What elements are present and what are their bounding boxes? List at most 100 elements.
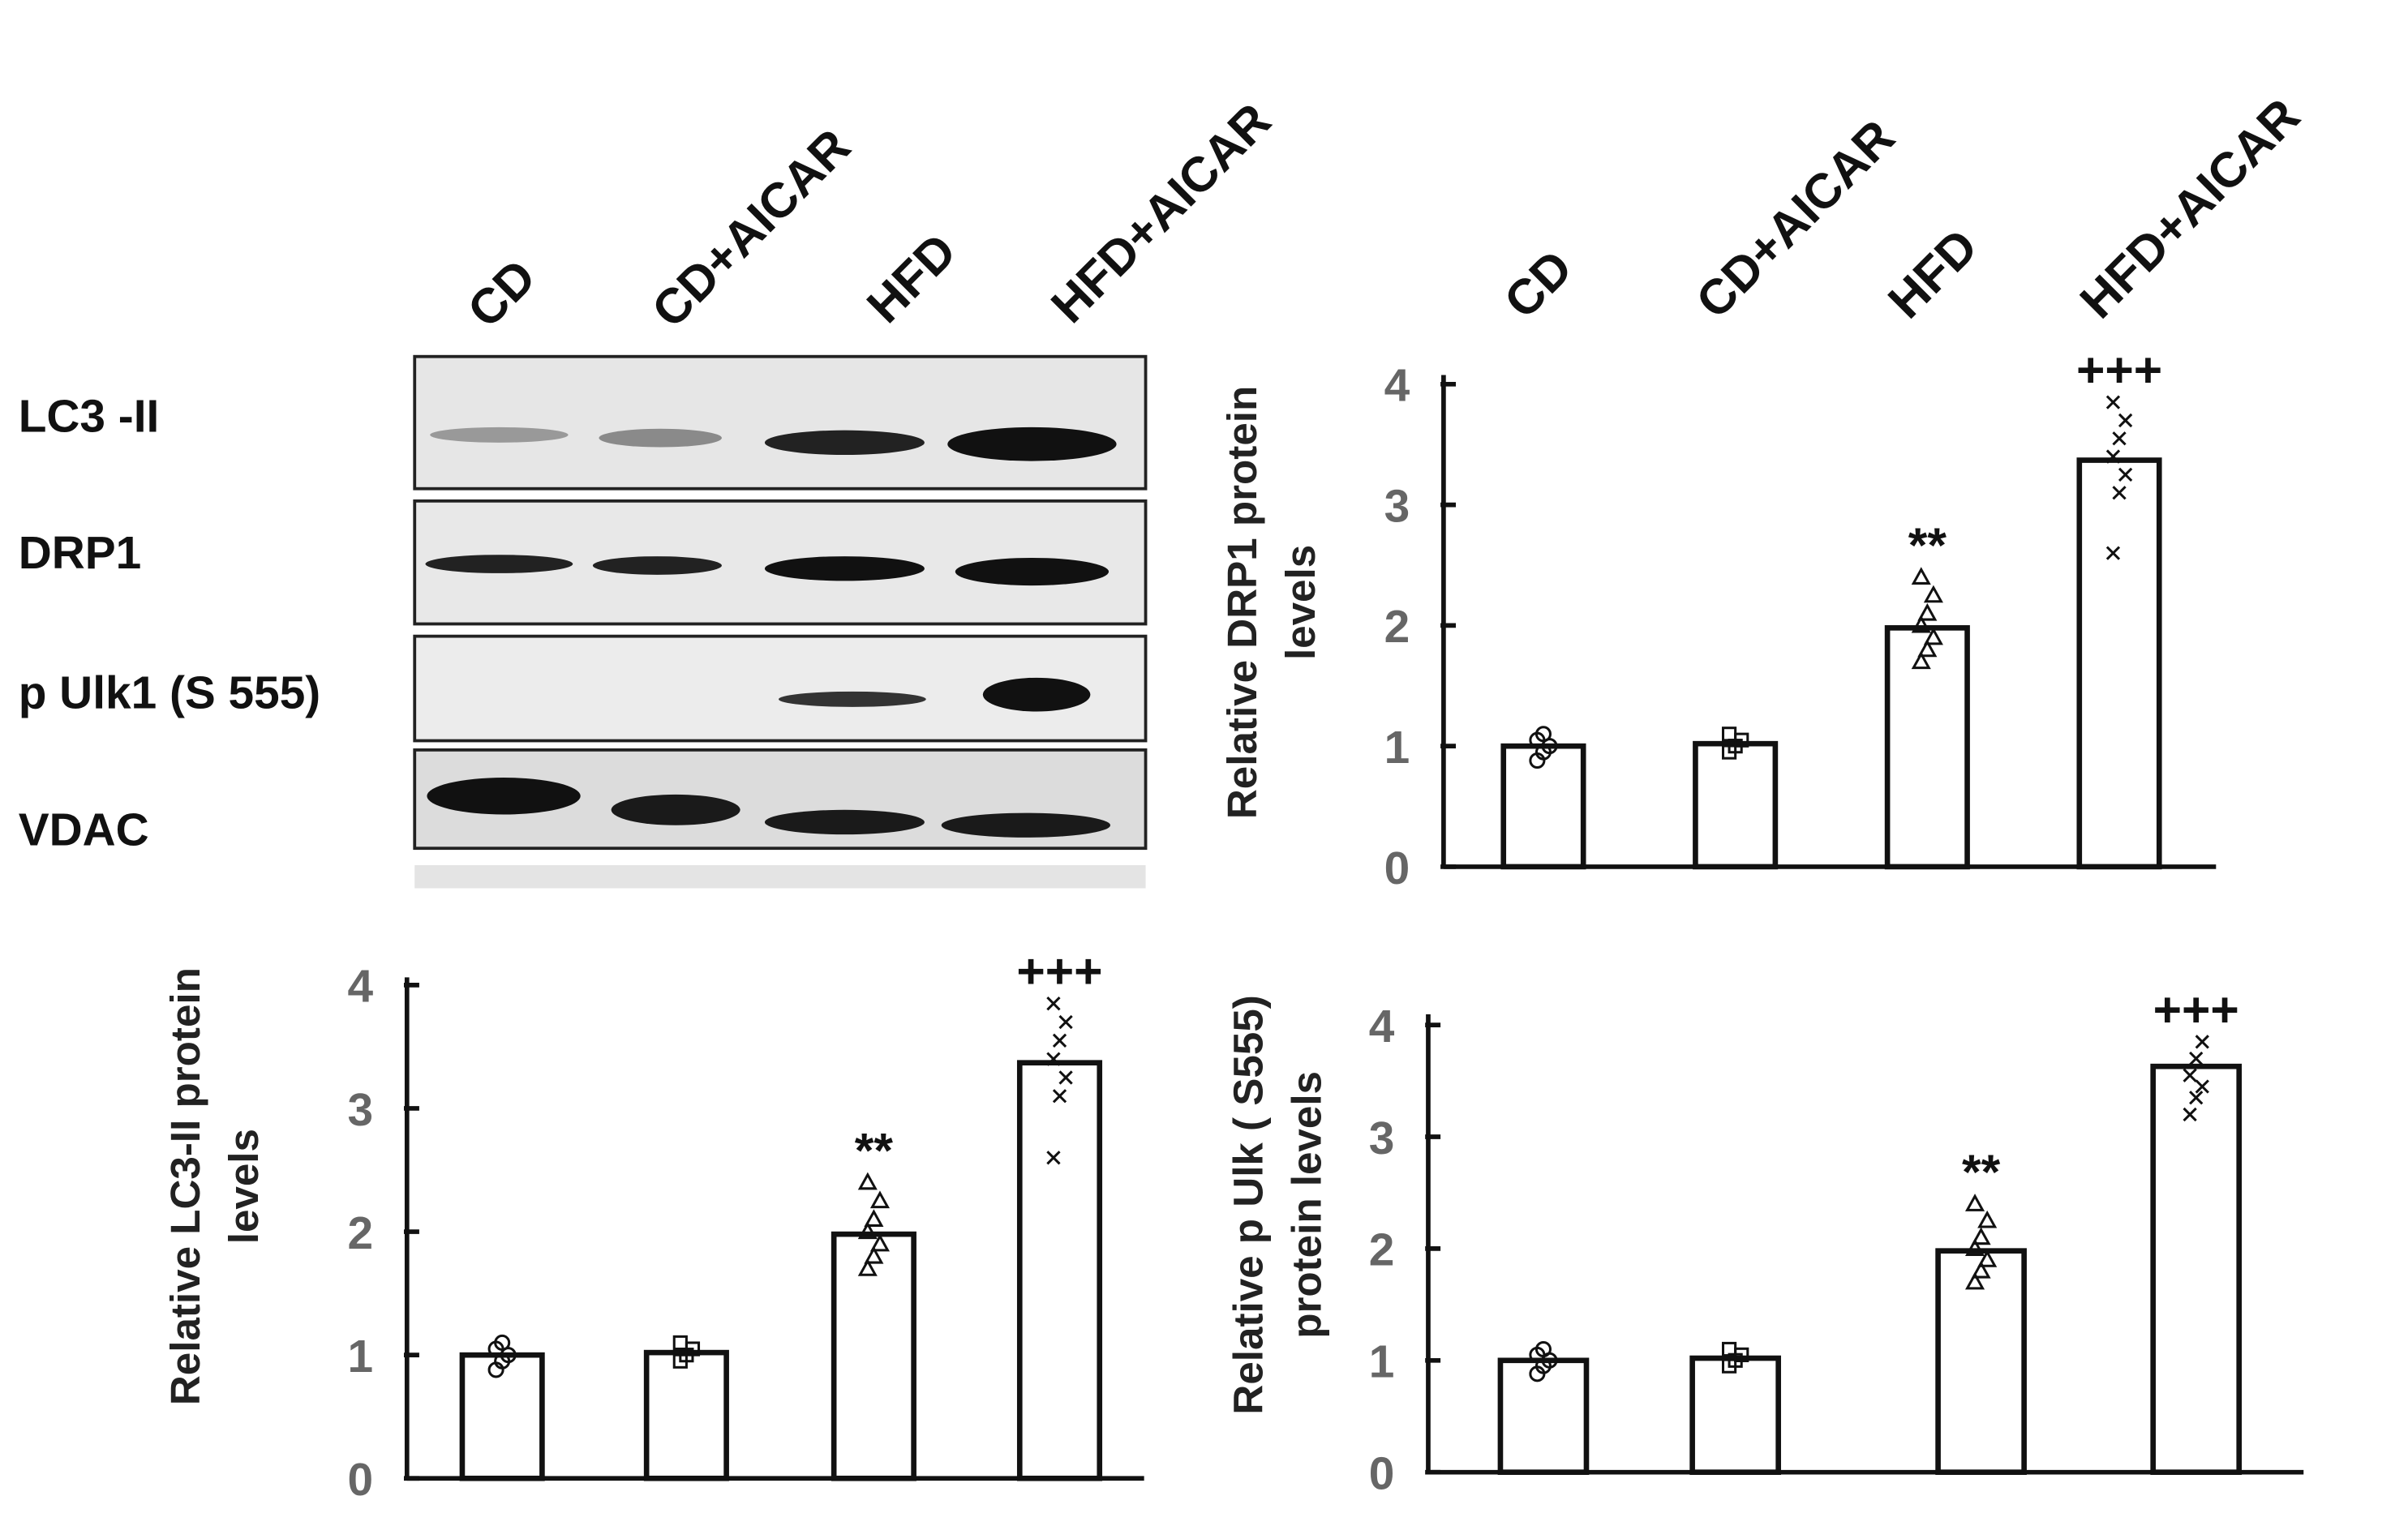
data-point <box>857 1258 878 1276</box>
bar <box>1689 1355 1781 1475</box>
data-point <box>1964 1238 1985 1257</box>
bar <box>643 1349 729 1481</box>
data-point <box>2195 1035 2209 1049</box>
bar <box>1497 1357 1590 1475</box>
significance-label: +++ <box>1016 944 1102 999</box>
data-point <box>2105 449 2121 464</box>
data-point <box>672 1335 688 1351</box>
data-point <box>1046 997 1061 1011</box>
y-tick-label: 0 <box>1384 843 1410 894</box>
band <box>982 677 1091 712</box>
lane-label: HFD+AICAR <box>1041 92 1281 333</box>
data-point <box>1923 627 1943 645</box>
data-point <box>1923 585 1943 603</box>
y-tick-label: 0 <box>1369 1448 1395 1499</box>
y-axis-label: Relative LC3-II protein <box>162 967 208 1405</box>
western-blot: LC3 -II DRP1 p Ulk1 (S 555) VDAC CD CD+A… <box>19 92 1281 889</box>
blot-row-label: p Ulk1 (S 555) <box>19 668 321 719</box>
band <box>430 427 569 443</box>
y-tick-label: 3 <box>1369 1113 1395 1164</box>
y-tick-label: 2 <box>1369 1225 1395 1276</box>
significance-label: +++ <box>2076 342 2162 397</box>
data-point <box>2118 413 2133 428</box>
blot-row-label: DRP1 <box>19 528 142 579</box>
significance-label: ** <box>855 1122 894 1177</box>
y-tick-label: 4 <box>1369 1001 1395 1052</box>
chart: 0 1 2 3 4 Relative LC3-II protein levels ** +++ <box>162 944 1144 1506</box>
data-point <box>1964 1194 1985 1211</box>
data-point <box>1046 1151 1061 1165</box>
band <box>425 555 573 573</box>
y-tick-label: 2 <box>1384 602 1410 653</box>
y-axis-label: Relative p Ulk ( S555) <box>1225 995 1271 1414</box>
data-point <box>1046 1052 1061 1066</box>
data-point <box>2105 395 2121 409</box>
data-point <box>494 1334 511 1351</box>
chart: 0 1 2 3 4 Relative DRP1 protein levels CD CD+AIC… <box>1219 88 2310 894</box>
band <box>592 556 722 575</box>
blot-panel <box>414 865 1146 889</box>
data-point <box>1535 726 1552 743</box>
band <box>764 556 925 581</box>
bar <box>1693 740 1779 870</box>
lane-label: HFD <box>856 223 967 333</box>
y-axis-label: levels <box>1277 545 1324 660</box>
blot-panel <box>413 354 1148 491</box>
y-tick-label: 1 <box>1384 722 1410 774</box>
data-point <box>857 1221 878 1240</box>
data-point <box>2183 1107 2197 1122</box>
y-tick-label: 3 <box>1384 481 1410 532</box>
y-tick-label: 1 <box>1369 1337 1395 1388</box>
chart: 0 1 2 3 4 Relative p Ulk ( S555) protein level… <box>1225 982 2304 1500</box>
data-point <box>2189 1051 2204 1066</box>
blot-row-label: VDAC <box>19 804 149 855</box>
bar <box>2150 1063 2243 1475</box>
data-point <box>1721 727 1737 742</box>
x-tick-label: HFD+AICAR <box>2069 88 2310 328</box>
band <box>947 427 1117 461</box>
x-tick-label: CD <box>1493 239 1582 328</box>
data-point <box>864 1209 884 1227</box>
significance-label: ** <box>1962 1144 2001 1199</box>
data-point <box>2195 1079 2209 1094</box>
data-point <box>869 1190 891 1209</box>
data-point <box>2183 1068 2197 1082</box>
data-point <box>1721 1341 1737 1357</box>
band <box>955 557 1110 586</box>
data-point <box>1911 567 1931 585</box>
data-point <box>1052 1033 1067 1048</box>
data-point <box>864 1245 884 1264</box>
data-point <box>500 1347 517 1364</box>
y-tick-label: 2 <box>348 1208 374 1259</box>
data-point <box>1917 639 1938 658</box>
y-tick-label: 4 <box>348 962 374 1013</box>
band <box>764 809 925 835</box>
blot-row-label: LC3 -II <box>19 392 160 443</box>
y-tick-label: 3 <box>348 1085 374 1136</box>
x-tick-label: CD+AICAR <box>1685 109 1905 328</box>
data-point <box>1977 1250 1998 1267</box>
bar <box>1500 743 1586 870</box>
y-tick-label: 1 <box>348 1331 374 1382</box>
data-point <box>1917 602 1938 621</box>
x-tick-label: HFD <box>1878 218 1988 328</box>
lane-label: CD <box>457 249 546 338</box>
band <box>941 812 1110 838</box>
data-point <box>1058 1014 1073 1030</box>
band <box>599 428 722 448</box>
bar <box>2076 457 2162 870</box>
y-axis-label: Relative DRP1 protein <box>1219 386 1265 819</box>
data-point <box>2112 486 2127 500</box>
data-point <box>869 1233 891 1252</box>
significance-label: +++ <box>2153 982 2239 1037</box>
data-point <box>1052 1089 1067 1104</box>
band <box>764 430 925 455</box>
data-point <box>1911 651 1931 670</box>
bar <box>1016 1060 1103 1481</box>
data-point <box>1058 1070 1073 1085</box>
band <box>427 778 581 815</box>
data-point <box>1964 1271 1985 1290</box>
data-point <box>1535 1340 1552 1358</box>
